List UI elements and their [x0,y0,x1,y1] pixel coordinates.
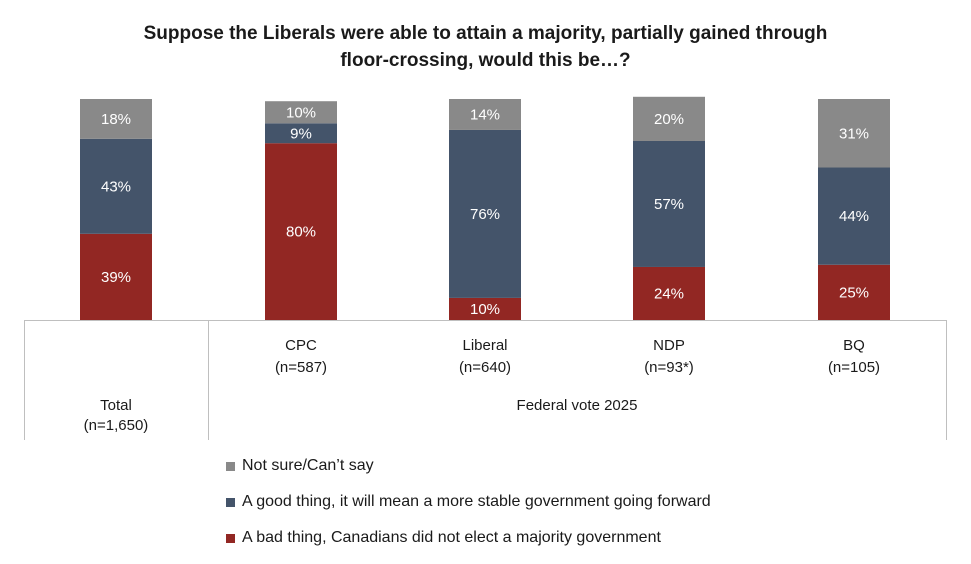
legend-item-0: A bad thing, Canadians did not elect a m… [226,527,711,549]
chart-legend: Not sure/Can’t say A good thing, it will … [226,455,711,563]
data-label-1-2: 10% [286,104,316,121]
category-n-4: (n=105) [828,359,880,376]
category-n-0: (n=1,650) [84,417,149,434]
data-label-0-0: 39% [101,269,131,286]
data-label-3-0: 24% [654,285,684,302]
bar-segment-1-2 [265,101,337,124]
data-label-4-0: 25% [839,284,869,301]
legend-label-0: A bad thing, Canadians did not elect a m… [242,529,661,546]
data-label-3-1: 57% [654,196,684,213]
group-label: Federal vote 2025 [517,397,638,414]
legend-item-2: Not sure/Can’t say [226,455,711,477]
data-label-2-1: 76% [470,206,500,223]
legend-label-2: Not sure/Can’t say [242,457,374,474]
data-label-1-0: 80% [286,224,316,241]
bar-segment-3-1 [633,140,705,267]
data-label-4-2: 31% [839,125,869,142]
bar-segment-2-1 [449,129,521,298]
bar-segment-1-1 [265,123,337,144]
data-label-2-2: 14% [470,106,500,123]
category-n-3: (n=93*) [644,359,694,376]
bar-segment-4-0 [818,264,890,320]
bar-segment-4-2 [818,99,890,168]
category-label-1: CPC [285,337,317,354]
bar-segment-0-2 [80,99,152,139]
category-n-2: (n=640) [459,359,511,376]
bar-segment-0-1 [80,138,152,234]
bar-segment-2-2 [449,99,521,130]
legend-swatch-1 [226,497,235,507]
legend-label-1: A good thing, it will mean a more stable… [242,493,711,510]
bar-segment-1-0 [265,143,337,320]
category-label-3: NDP [653,337,685,354]
legend-swatch-2 [226,461,235,471]
bar-segment-0-0 [80,233,152,320]
data-label-0-1: 43% [101,178,131,195]
data-label-1-1: 9% [290,125,312,142]
data-label-4-1: 44% [839,208,869,225]
category-label-4: BQ [843,337,865,354]
chart-title-line-1: Suppose the Liberals were able to attain… [143,23,828,44]
data-label-2-0: 10% [470,301,500,318]
bar-segment-3-2 [633,96,705,141]
category-label-0: Total [100,397,132,414]
category-label-2: Liberal [462,337,507,354]
chart-title-line-2: floor-crossing, would this be…? [340,50,631,71]
legend-item-1: A good thing, it will mean a more stable… [226,491,711,513]
legend-swatch-0 [226,533,235,543]
data-label-0-2: 18% [101,111,131,128]
bar-segment-4-1 [818,167,890,265]
bar-segment-3-0 [633,266,705,320]
category-n-1: (n=587) [275,359,327,376]
bar-segment-2-0 [449,297,521,320]
chart-title: Suppose the Liberals were able to attain… [0,20,971,74]
data-label-3-2: 20% [654,111,684,128]
